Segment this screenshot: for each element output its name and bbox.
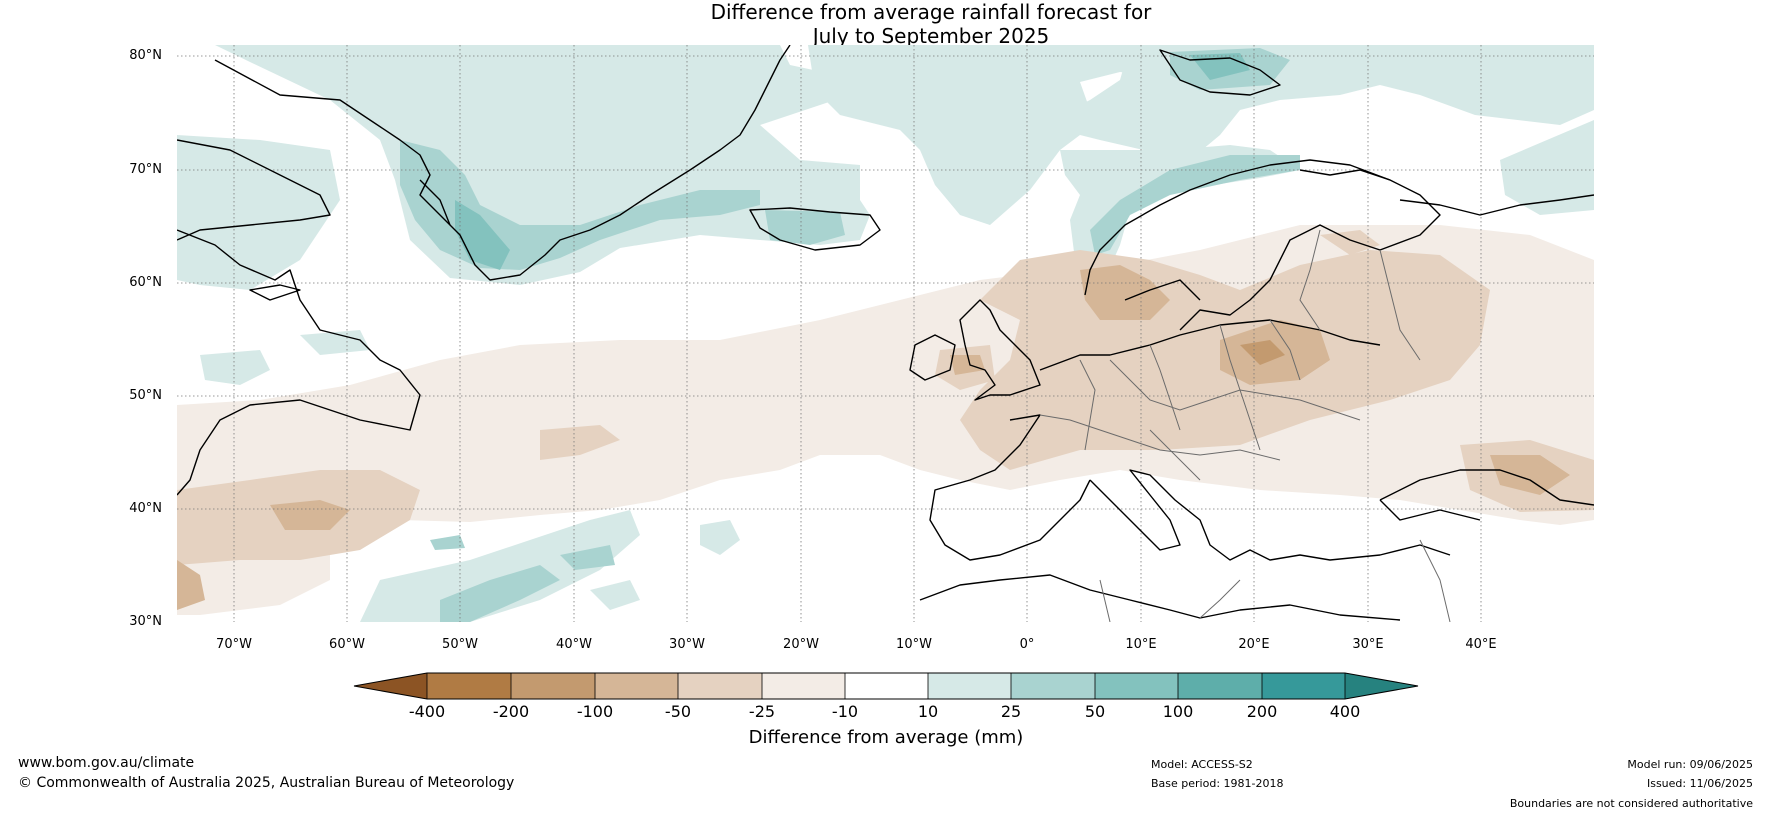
- borders: [1039, 229, 1451, 622]
- disclaimer-text: Boundaries are not considered authoritat…: [1509, 797, 1753, 810]
- colorbar-tick: -25: [748, 702, 776, 721]
- colorbar-tick: 50: [1084, 702, 1106, 721]
- colorbar-tick: 10: [917, 702, 939, 721]
- title-line-1: Difference from average rainfall forecas…: [710, 0, 1152, 24]
- colorbar-tick: -100: [576, 702, 614, 721]
- lon-label-0: 0°: [1019, 637, 1035, 652]
- colorbar-tick: -200: [492, 702, 530, 721]
- coastlines: [177, 45, 1594, 621]
- colorbar-swatch: [511, 673, 595, 699]
- title-line-2: July to September 2025: [812, 24, 1050, 48]
- colorbar-swatch: [1011, 673, 1095, 699]
- colorbar-swatch: [1095, 673, 1178, 699]
- colorbar-tick: 200: [1246, 702, 1278, 721]
- colorbar-swatch: [1178, 673, 1262, 699]
- anomaly-shading: [177, 45, 1594, 622]
- colorbar-swatch: [595, 673, 678, 699]
- colorbar-swatch: [678, 673, 762, 699]
- lat-label-50n: 50°N: [129, 388, 162, 403]
- colorbar-swatch: [762, 673, 845, 699]
- colorbar-label: Difference from average (mm): [748, 727, 1024, 748]
- map-plot-area: [177, 45, 1594, 622]
- copyright-text: © Commonwealth of Australia 2025, Austra…: [18, 775, 515, 791]
- colorbar-tick: 400: [1329, 702, 1361, 721]
- lon-label-10e: 10°E: [1125, 637, 1157, 652]
- colorbar-tick: 100: [1162, 702, 1194, 721]
- lat-label-60n: 60°N: [129, 275, 162, 290]
- lon-label-40w: 40°W: [556, 637, 592, 652]
- colorbar-swatch: [1262, 673, 1345, 699]
- website-link[interactable]: www.bom.gov.au/climate: [18, 755, 195, 771]
- lat-label-80n: 80°N: [129, 48, 162, 63]
- lon-label-30e: 30°E: [1352, 637, 1384, 652]
- lon-label-60w: 60°W: [329, 637, 365, 652]
- lon-label-20e: 20°E: [1238, 637, 1270, 652]
- lon-label-30w: 30°W: [669, 637, 705, 652]
- colorbar-tick: 25: [1000, 702, 1022, 721]
- colorbar-extend-low: [354, 673, 427, 699]
- lat-label-30n: 30°N: [129, 614, 162, 629]
- lon-label-50w: 50°W: [442, 637, 478, 652]
- lat-label-40n: 40°N: [129, 501, 162, 516]
- colorbar-swatch: [845, 673, 928, 699]
- lon-label-70w: 70°W: [216, 637, 252, 652]
- colorbar-swatch: [427, 673, 511, 699]
- map-title: Difference from average rainfall forecas…: [0, 0, 1770, 48]
- lon-label-10w: 10°W: [896, 637, 932, 652]
- gridlines: [177, 45, 1594, 622]
- colorbar-swatch: [928, 673, 1011, 699]
- colorbar-tick: -50: [664, 702, 692, 721]
- model-run-text: Model run: 09/06/2025: [1627, 758, 1753, 771]
- lon-label-20w: 20°W: [783, 637, 819, 652]
- lon-label-40e: 40°E: [1465, 637, 1497, 652]
- base-period-text: Base period: 1981-2018: [1151, 777, 1284, 790]
- issued-text: Issued: 11/06/2025: [1646, 777, 1753, 790]
- colorbar-extend-high: [1345, 673, 1418, 699]
- model-text: Model: ACCESS-S2: [1151, 758, 1253, 771]
- lat-label-70n: 70°N: [129, 162, 162, 177]
- colorbar: [353, 672, 1419, 700]
- colorbar-tick: -10: [831, 702, 859, 721]
- colorbar-tick: -400: [408, 702, 446, 721]
